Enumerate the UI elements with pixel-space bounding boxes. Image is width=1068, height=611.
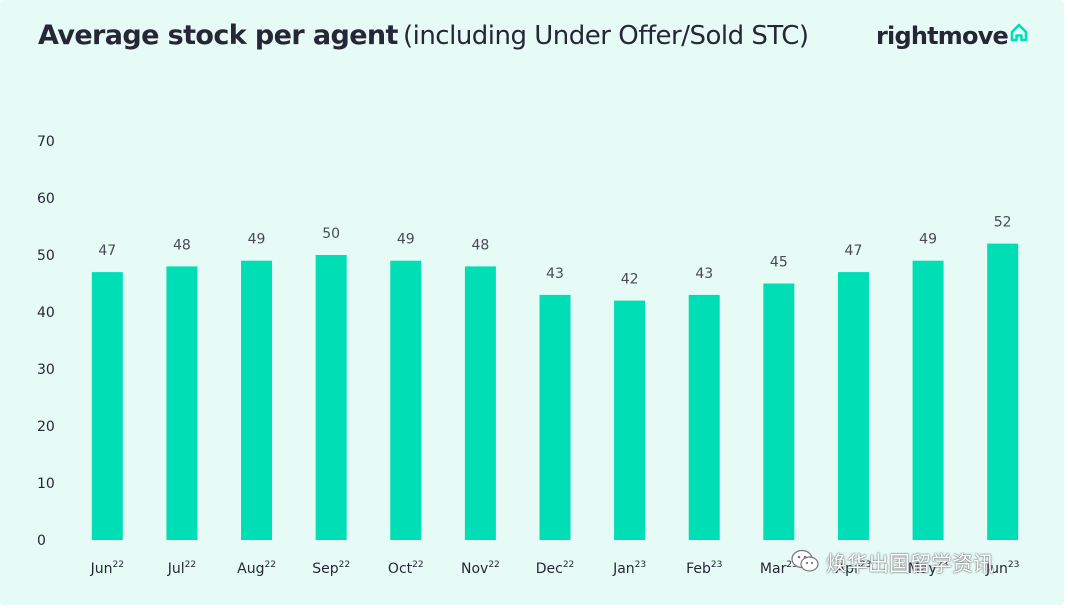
x-tick-label: Sep22 [312,560,350,577]
x-tick-label: Dec22 [536,560,575,577]
house-outline-icon [1010,23,1028,47]
watermark-text: 焕华出国留学资讯 [826,552,994,576]
y-tick-label: 30 [37,362,55,378]
bar [763,283,795,540]
x-tick-label: Nov22 [461,560,500,577]
y-tick-label: 50 [37,248,55,264]
x-tick-label: Apr23 [836,560,872,577]
rightmove-logo: rightmove [876,22,1028,50]
bar [241,260,273,540]
data-label: 50 [322,226,340,242]
y-tick-label: 70 [37,134,55,150]
bar [614,300,646,540]
data-label: 47 [98,243,116,259]
y-tick-label: 20 [37,419,55,435]
title-main: Average stock per agent [38,20,398,51]
data-label: 42 [621,272,639,288]
x-tick-label: Aug22 [237,560,276,577]
logo-text: rightmove [876,22,1009,50]
x-tick-label: Jul22 [167,560,196,577]
watermark: 焕华出国留学资讯 [790,548,994,578]
bar [315,255,347,540]
x-tick-label: Jun22 [90,560,124,577]
bar [987,243,1019,540]
data-label: 47 [845,243,863,259]
title-subtitle: (including Under Offer/Sold STC) [402,21,809,51]
data-label: 48 [173,237,191,253]
data-label: 49 [248,232,266,248]
data-label: 43 [695,266,713,282]
data-label: 43 [546,266,564,282]
bar [912,260,944,540]
data-label: 45 [770,255,788,271]
data-label: 52 [994,215,1012,231]
x-tick-label: Oct22 [388,560,424,577]
bar [539,294,571,540]
x-tick-label: May23 [908,560,948,577]
y-tick-label: 0 [37,533,46,549]
data-label: 48 [471,237,489,253]
y-tick-label: 40 [37,305,55,321]
bar [91,272,123,540]
x-tick-label: Jan23 [612,560,646,577]
bar [464,266,496,540]
chart-title: Average stock per agent (including Under… [38,20,809,51]
x-tick-label: Mar23 [760,560,798,577]
y-tick-label: 10 [37,476,55,492]
data-label: 49 [919,232,937,248]
bar [390,260,422,540]
x-tick-label: Jun23 [985,560,1019,577]
x-tick-label: Feb23 [686,560,722,577]
data-label: 49 [397,232,415,248]
y-tick-label: 60 [37,191,55,207]
bar [688,294,720,540]
bar [837,272,869,540]
bar [166,266,198,540]
wechat-icon [790,548,820,578]
